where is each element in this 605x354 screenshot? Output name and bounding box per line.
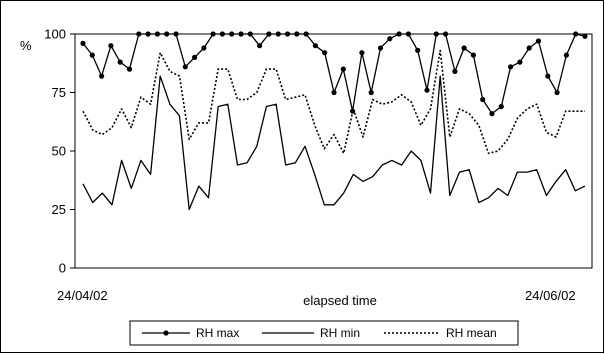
data-point-rh-max-20	[266, 31, 272, 37]
legend-label-rh-min: RH min	[320, 326, 360, 340]
data-point-rh-max-45	[498, 103, 504, 110]
data-point-rh-max-2	[99, 73, 105, 79]
x-end-label: 24/06/02	[525, 288, 576, 303]
data-point-rh-max-21	[275, 31, 281, 37]
data-point-rh-max-35	[405, 31, 411, 37]
legend-box	[129, 320, 519, 346]
data-point-rh-max-38	[433, 31, 439, 37]
data-point-rh-max-36	[415, 47, 421, 54]
data-point-rh-max-52	[563, 52, 570, 58]
data-point-rh-max-6	[136, 31, 142, 37]
data-point-rh-max-7	[145, 31, 151, 37]
y-tick-label-75: 75	[52, 85, 66, 100]
data-point-rh-max-25	[312, 43, 318, 49]
data-point-rh-max-32	[377, 45, 384, 51]
data-point-rh-max-15	[219, 31, 225, 37]
data-point-rh-max-37	[424, 87, 430, 93]
data-point-rh-max-42	[470, 52, 476, 58]
data-point-rh-max-8	[154, 31, 160, 37]
legend: RH max RH min RH mean	[129, 320, 519, 346]
data-point-rh-max-48	[526, 45, 532, 51]
data-point-rh-max-18	[247, 31, 253, 37]
data-point-rh-max-51	[554, 89, 560, 96]
data-point-rh-max-19	[257, 43, 263, 49]
data-point-rh-max-24	[303, 31, 309, 37]
data-point-rh-max-50	[545, 73, 551, 79]
data-point-rh-max-22	[284, 31, 291, 37]
data-point-rh-max-5	[126, 66, 133, 72]
data-point-rh-max-49	[535, 38, 542, 44]
data-point-rh-max-16	[229, 31, 235, 37]
series-layer	[80, 31, 588, 211]
data-point-rh-max-27	[331, 89, 337, 96]
data-point-rh-max-28	[340, 66, 346, 72]
data-point-rh-max-34	[396, 31, 402, 37]
data-point-rh-max-9	[164, 31, 170, 37]
data-point-rh-max-33	[387, 36, 393, 42]
y-tick-label-50: 50	[52, 144, 66, 159]
data-point-rh-max-14	[210, 31, 216, 37]
data-point-rh-max-43	[480, 96, 486, 103]
data-point-rh-max-44	[489, 111, 495, 117]
y-tick-label-100: 100	[44, 27, 66, 42]
data-point-rh-max-12	[192, 54, 198, 61]
data-point-rh-max-39	[443, 31, 449, 37]
y-axis-title: %	[20, 38, 32, 53]
data-point-rh-max-1	[89, 52, 95, 58]
data-point-rh-max-26	[322, 50, 328, 56]
data-point-rh-max-40	[452, 68, 458, 74]
data-point-rh-max-4	[117, 59, 123, 65]
data-point-rh-max-3	[108, 43, 114, 49]
series-line-rh-mean	[82, 49, 585, 155]
y-tick-label-25: 25	[52, 202, 66, 217]
data-point-rh-max-10	[173, 31, 179, 37]
legend-label-rh-mean: RH mean	[446, 326, 497, 340]
data-point-rh-max-31	[368, 89, 374, 96]
x-start-label: 24/04/02	[57, 288, 108, 303]
y-ticks: 0 25 50 75 100	[44, 27, 75, 276]
legend-label-rh-max: RH max	[196, 326, 239, 340]
data-point-rh-max-11	[182, 64, 188, 70]
data-point-rh-max-41	[461, 45, 467, 51]
y-tick-label-0: 0	[59, 261, 66, 276]
data-point-rh-max-30	[359, 50, 365, 56]
data-point-rh-max-17	[238, 31, 244, 37]
data-point-rh-max-53	[573, 31, 579, 37]
data-point-rh-max-47	[517, 59, 523, 65]
data-point-rh-max-23	[294, 31, 300, 37]
x-axis-title: elapsed time	[303, 293, 377, 308]
data-point-rh-max-13	[201, 45, 207, 51]
legend-marker-rh-max	[163, 330, 169, 336]
data-point-rh-max-46	[508, 64, 514, 70]
data-point-rh-max-54	[582, 33, 588, 39]
series-line-rh-min	[82, 75, 586, 211]
data-point-rh-max-0	[80, 40, 86, 47]
